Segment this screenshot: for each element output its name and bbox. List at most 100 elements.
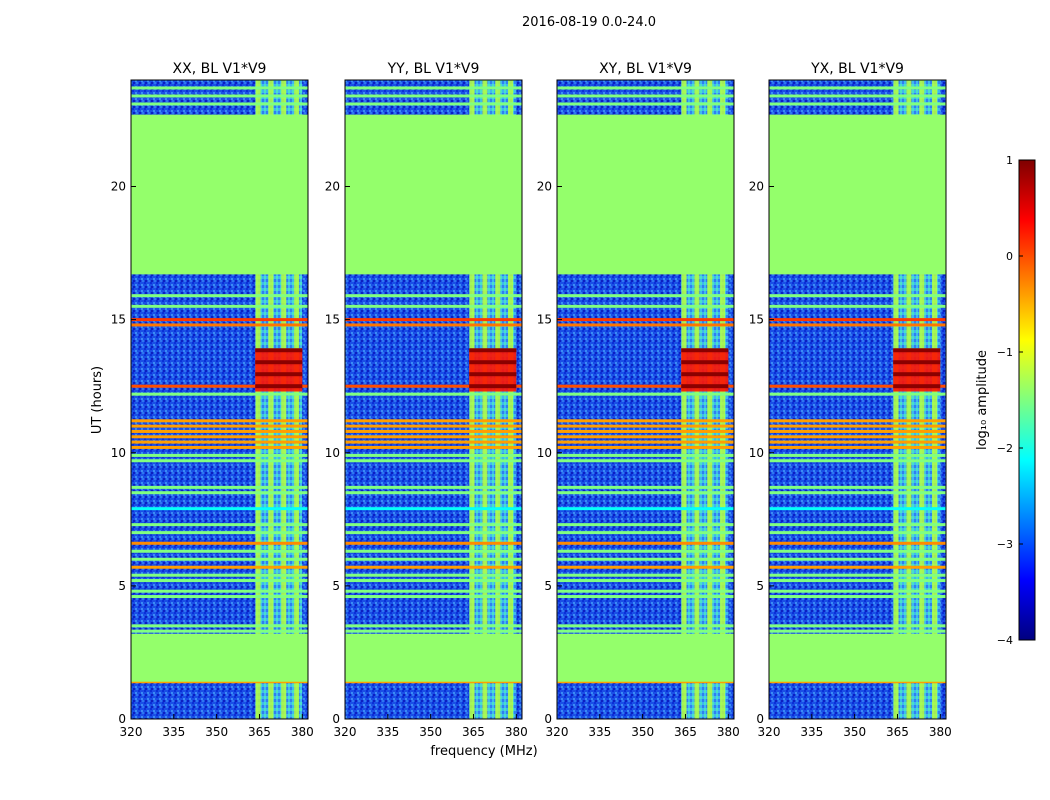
heatmap-rfi-line	[769, 435, 946, 439]
heatmap-rfi-line	[131, 579, 308, 583]
heatmap-rfi-line	[769, 445, 946, 449]
heatmap-rfi-block-line	[255, 372, 303, 377]
heatmap-rfi-line	[557, 419, 734, 423]
heatmap-band-stripe	[906, 80, 912, 719]
heatmap-rfi-line	[345, 453, 522, 457]
heatmap-rfi-line	[557, 531, 734, 535]
heatmap-rfi-line	[769, 294, 946, 298]
heatmap-rfi-line	[345, 424, 522, 428]
heatmap-rfi-line	[345, 435, 522, 439]
panel-title: YY, BL V1*V9	[387, 61, 480, 77]
heatmap-rfi-line	[131, 453, 308, 457]
heatmap-flagged-block	[131, 114, 308, 275]
heatmap-rfi-line	[345, 294, 522, 298]
heatmap-band-stripe	[482, 80, 488, 719]
heatmap-rfi-line	[769, 531, 946, 535]
heatmap-rfi-line	[557, 624, 734, 628]
heatmap-rfi-line	[131, 94, 308, 98]
heatmap-rfi-block-line	[255, 384, 303, 389]
heatmap-rfi-line	[345, 491, 522, 495]
heatmap-rfi-line	[557, 94, 734, 98]
heatmap-rfi-line	[131, 485, 308, 489]
heatmap-rfi-block-line	[681, 384, 729, 389]
y-tick-label: 15	[111, 313, 126, 327]
heatmap-band-stripe	[294, 80, 300, 719]
heatmap-rfi-line	[131, 541, 308, 545]
y-tick-label: 20	[749, 180, 764, 194]
heatmap-rfi-line	[557, 459, 734, 463]
heatmap-rfi-block-line	[681, 360, 729, 365]
x-tick-label: 350	[843, 725, 866, 739]
colorbar-tick-label: −4	[997, 634, 1013, 647]
heatmap-rfi-line	[131, 102, 308, 106]
heatmap-rfi-line	[557, 440, 734, 444]
x-tick-label: 320	[546, 725, 569, 739]
x-tick-label: 335	[800, 725, 823, 739]
y-axis-label: UT (hours)	[90, 366, 105, 434]
heatmap-band-stripe	[707, 80, 713, 719]
heatmap-panel: XX, BL V1*V9 320 335 350 365 380 0 5 10 15 20	[111, 61, 314, 739]
panel-title: XX, BL V1*V9	[173, 61, 267, 77]
heatmap-rfi-line	[557, 491, 734, 495]
x-tick-label: 380	[717, 725, 740, 739]
heatmap-rfi-line	[769, 440, 946, 444]
heatmap-rfi-line	[557, 549, 734, 553]
heatmap-band-stripe	[720, 80, 726, 719]
x-tick-label: 380	[505, 725, 528, 739]
heatmap-rfi-block-line	[255, 348, 303, 353]
heatmap-rfi-line	[769, 541, 946, 545]
y-tick-label: 10	[111, 446, 126, 460]
heatmap-rfi-line	[769, 384, 946, 388]
heatmap-rfi-line	[131, 435, 308, 439]
heatmap-rfi-line	[769, 565, 946, 569]
panel-title: XY, BL V1*V9	[599, 61, 692, 77]
x-tick-label: 350	[419, 725, 442, 739]
heatmap-rfi-line	[345, 531, 522, 535]
heatmap-rfi-line	[557, 541, 734, 545]
colorbar-tick-label: 1	[1006, 154, 1013, 167]
heatmap-rfi-line	[769, 392, 946, 396]
heatmap-rfi-line	[557, 589, 734, 593]
heatmap-rfi-block-line	[893, 372, 941, 377]
heatmap-rfi-line	[131, 318, 308, 322]
heatmap-rfi-line	[131, 304, 308, 308]
x-tick-label: 335	[376, 725, 399, 739]
heatmap-rfi-line	[557, 429, 734, 433]
heatmap-rfi-line	[557, 629, 734, 633]
heatmap-rfi-line	[769, 102, 946, 106]
heatmap-rfi-block-line	[681, 372, 729, 377]
x-tick-label: 380	[291, 725, 314, 739]
heatmap-rfi-line	[131, 419, 308, 423]
heatmap-rfi-line	[769, 523, 946, 527]
heatmap-rfi-line	[345, 565, 522, 569]
panel-frame	[768, 79, 947, 720]
x-axis-label: frequency (MHz)	[430, 744, 537, 759]
heatmap-band-stripe	[495, 80, 501, 719]
heatmap-rfi-line	[131, 589, 308, 593]
heatmap-flagged-block	[769, 633, 946, 682]
heatmap-rfi-line	[769, 549, 946, 553]
heatmap-rfi-line	[345, 523, 522, 527]
heatmap-panel: YY, BL V1*V9 320 335 350 365 380 0 5 10 15 20	[325, 61, 528, 739]
heatmap-rfi-line	[769, 595, 946, 599]
heatmap-rfi-line	[557, 595, 734, 599]
heatmap-rfi-line	[769, 573, 946, 577]
heatmap-rfi-line	[557, 557, 734, 561]
heatmap-rfi-line	[345, 595, 522, 599]
heatmap-rfi-line	[557, 424, 734, 428]
panel-frame	[344, 79, 523, 720]
heatmap-rfi-line	[131, 531, 308, 535]
x-tick-label: 365	[462, 725, 485, 739]
colorbar-ticks: −4 −3 −2 −1 0 1	[997, 154, 1023, 647]
x-tick-label: 335	[162, 725, 185, 739]
heatmap-rfi-line	[131, 294, 308, 298]
heatmap-panel: YX, BL V1*V9 320 335 350 365 380 0 5 10 15 20	[749, 61, 952, 739]
heatmap-band-stripe	[694, 80, 700, 719]
heatmap-rfi-line	[131, 491, 308, 495]
heatmap-rfi-line	[769, 557, 946, 561]
y-tick-label: 0	[544, 712, 552, 726]
heatmap-flagged-block	[557, 633, 734, 682]
heatmap-rfi-line	[345, 102, 522, 106]
heatmap-rfi-line	[131, 440, 308, 444]
heatmap-rfi-line	[557, 392, 734, 396]
